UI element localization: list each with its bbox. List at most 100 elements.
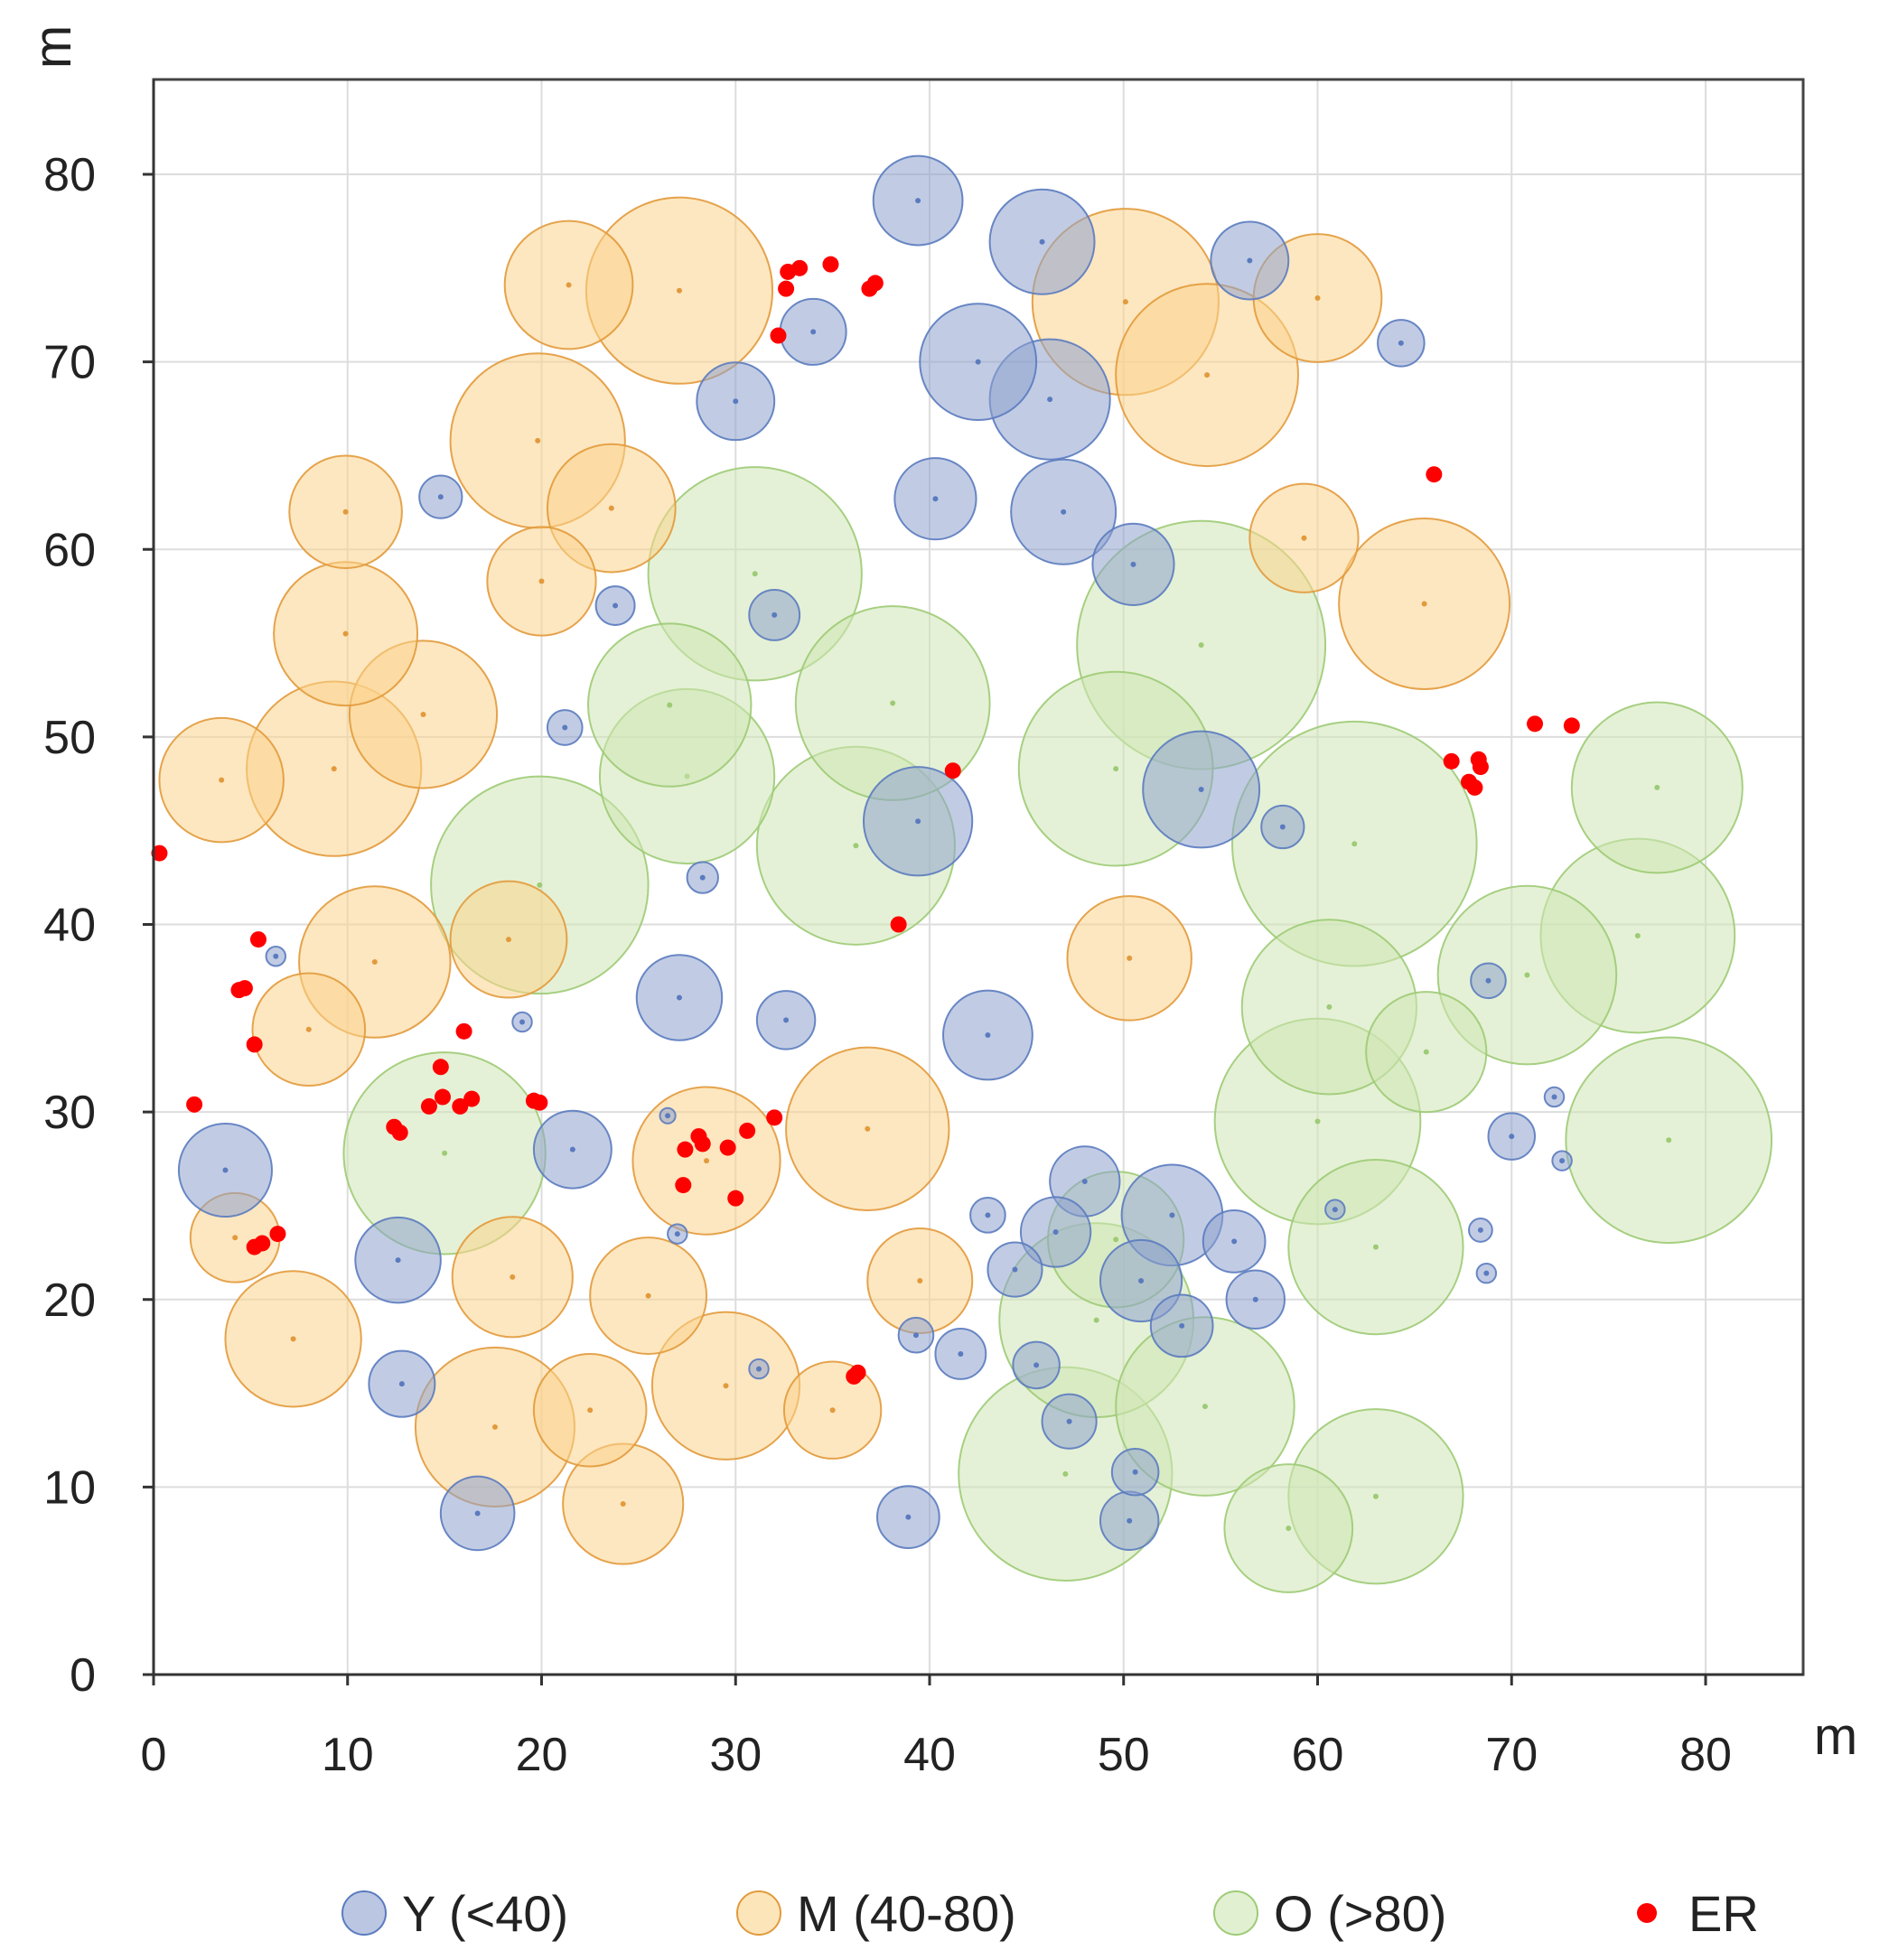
young-center-dot	[519, 1019, 526, 1025]
young-center-dot	[562, 724, 568, 731]
x-tick-label: 70	[1485, 1729, 1538, 1781]
legend-item-young: Y (<40)	[341, 1885, 568, 1942]
x-tick-label: 60	[1292, 1729, 1344, 1781]
y-tick-label: 0	[70, 1649, 96, 1702]
middle-center-dot	[219, 777, 225, 783]
old-center-dot	[1202, 1404, 1208, 1410]
middle-center-dot	[305, 1026, 312, 1032]
old-center-dot	[1198, 642, 1204, 649]
young-center-dot	[985, 1031, 991, 1038]
young-center-dot	[437, 494, 444, 500]
middle-center-dot	[331, 766, 337, 772]
er-point	[1527, 715, 1544, 733]
middle-center-dot	[535, 437, 541, 443]
x-tick-label: 40	[903, 1729, 956, 1781]
middle-center-dot	[829, 1407, 836, 1414]
er-point	[249, 931, 267, 948]
er-point	[420, 1097, 437, 1115]
axes	[152, 79, 1803, 1676]
young-center-dot	[915, 818, 921, 825]
old-center-dot	[1113, 1237, 1119, 1243]
young-center-dot	[1252, 1296, 1258, 1302]
y-tick-label: 80	[43, 149, 96, 201]
middle-center-dot	[676, 287, 682, 294]
young-center-dot	[1130, 561, 1136, 567]
young-center-dot	[222, 1167, 229, 1173]
er-point	[890, 916, 907, 933]
middle-center-dot	[1204, 372, 1211, 378]
x-axis-unit: m	[1814, 1707, 1857, 1766]
er-point	[230, 982, 248, 999]
young-center-dot	[676, 994, 682, 1001]
old-center-dot	[1666, 1137, 1672, 1143]
legend-swatch	[736, 1890, 781, 1936]
old-center-dot	[1351, 841, 1358, 847]
legend-item-middle: M (40-80)	[736, 1885, 1016, 1942]
old-center-dot	[442, 1150, 448, 1156]
old-center-dot	[1062, 1470, 1069, 1477]
middle-center-dot	[491, 1423, 498, 1430]
old-center-dot	[1423, 1049, 1429, 1055]
middle-center-dot	[342, 509, 349, 515]
young-center-dot	[1485, 977, 1492, 984]
middle-center-dot	[342, 630, 349, 637]
young-center-dot	[1052, 1229, 1059, 1236]
y-axis-unit: m	[23, 25, 82, 69]
middle-center-dot	[917, 1277, 923, 1283]
young-center-dot	[1179, 1322, 1185, 1329]
er-point	[186, 1096, 203, 1113]
er-point	[434, 1088, 451, 1106]
y-tick-label: 40	[43, 900, 96, 952]
young-center-dot	[975, 359, 981, 365]
young-center-dot	[474, 1510, 481, 1517]
series-er	[151, 256, 1580, 1385]
middle-center-dot	[704, 1158, 710, 1164]
middle-center-dot	[371, 959, 378, 966]
er-point	[739, 1122, 756, 1139]
er-point	[719, 1139, 736, 1156]
young-center-dot	[613, 602, 619, 609]
y-tick-label: 10	[43, 1461, 96, 1514]
old-center-dot	[1524, 972, 1530, 978]
er-point	[770, 327, 787, 344]
middle-center-dot	[510, 1274, 516, 1280]
er-point	[1426, 466, 1443, 483]
young-center-dot	[1551, 1094, 1557, 1100]
middle-center-dot	[290, 1336, 296, 1342]
er-point	[455, 1022, 472, 1040]
middle-center-dot	[1122, 299, 1128, 305]
young-center-dot	[1559, 1158, 1566, 1164]
er-point	[432, 1059, 449, 1076]
young-center-dot	[1012, 1266, 1018, 1273]
middle-center-dot	[420, 711, 426, 717]
old-center-dot	[1634, 932, 1641, 938]
x-tick-label: 50	[1098, 1729, 1150, 1781]
er-point	[463, 1090, 481, 1107]
x-tick-label: 20	[516, 1729, 568, 1781]
young-center-dot	[1279, 824, 1286, 830]
young-center-dot	[395, 1257, 401, 1264]
middle-center-dot	[1314, 295, 1321, 302]
young-center-dot	[912, 1332, 919, 1339]
old-center-dot	[667, 702, 673, 708]
legend-label: M (40-80)	[797, 1885, 1016, 1942]
young-center-dot	[915, 198, 921, 204]
young-center-dot	[398, 1381, 405, 1387]
young-center-dot	[1138, 1277, 1145, 1283]
legend-swatch	[341, 1890, 387, 1936]
middle-center-dot	[538, 578, 545, 584]
y-tick-label: 70	[43, 337, 96, 389]
young-center-dot	[1039, 238, 1045, 245]
er-point	[694, 1135, 711, 1153]
er-point	[866, 275, 884, 292]
er-point	[1443, 752, 1460, 770]
er-point	[1563, 717, 1580, 734]
legend-item-er: ER	[1637, 1885, 1759, 1942]
old-center-dot	[1286, 1526, 1292, 1532]
old-center-dot	[537, 882, 543, 888]
young-center-dot	[1332, 1207, 1338, 1213]
old-center-dot	[1314, 1118, 1321, 1125]
legend-swatch	[1213, 1890, 1258, 1936]
x-tick-label: 30	[709, 1729, 762, 1781]
